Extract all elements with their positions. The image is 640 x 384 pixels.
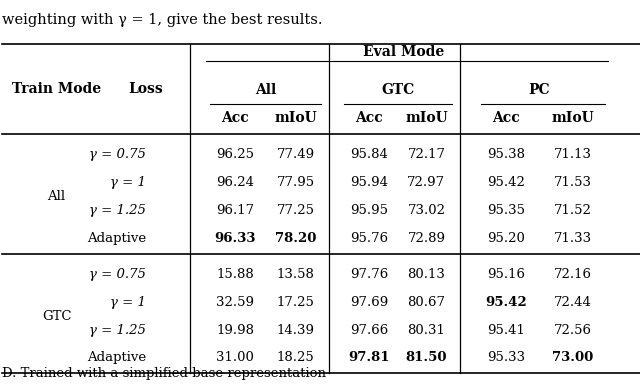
Text: 15.88: 15.88 xyxy=(216,268,254,281)
Text: 77.25: 77.25 xyxy=(276,204,315,217)
Text: 72.89: 72.89 xyxy=(408,232,445,245)
Text: D. Trained with a simplified base representation: D. Trained with a simplified base repres… xyxy=(3,367,326,380)
Text: Acc: Acc xyxy=(355,111,383,125)
Text: 72.97: 72.97 xyxy=(407,176,445,189)
Text: 96.24: 96.24 xyxy=(216,176,254,189)
Text: 17.25: 17.25 xyxy=(276,296,315,309)
Text: 95.38: 95.38 xyxy=(487,148,525,161)
Text: 96.25: 96.25 xyxy=(216,148,254,161)
Text: γ = 1: γ = 1 xyxy=(110,296,146,309)
Text: Adaptive: Adaptive xyxy=(87,232,146,245)
Text: 95.42: 95.42 xyxy=(485,296,527,309)
Text: mIoU: mIoU xyxy=(275,111,317,125)
Text: Acc: Acc xyxy=(221,111,249,125)
Text: 18.25: 18.25 xyxy=(277,351,315,364)
Text: weighting with γ = 1, give the best results.: weighting with γ = 1, give the best resu… xyxy=(3,13,323,27)
Text: Train Mode: Train Mode xyxy=(12,82,101,96)
Text: 72.56: 72.56 xyxy=(554,324,592,337)
Text: Eval Mode: Eval Mode xyxy=(364,45,445,59)
Text: 72.17: 72.17 xyxy=(408,148,445,161)
Text: γ = 1.25: γ = 1.25 xyxy=(89,324,146,337)
Text: 71.53: 71.53 xyxy=(554,176,592,189)
Text: 97.76: 97.76 xyxy=(350,268,388,281)
Text: 73.00: 73.00 xyxy=(552,351,594,364)
Text: 95.42: 95.42 xyxy=(487,176,525,189)
Text: γ = 0.75: γ = 0.75 xyxy=(89,148,146,161)
Text: 95.33: 95.33 xyxy=(487,351,525,364)
Text: Loss: Loss xyxy=(129,82,163,96)
Text: 97.81: 97.81 xyxy=(348,351,390,364)
Text: All: All xyxy=(255,83,276,97)
Text: 97.66: 97.66 xyxy=(350,324,388,337)
Text: All: All xyxy=(47,190,66,203)
Text: γ = 0.75: γ = 0.75 xyxy=(89,268,146,281)
Text: 97.69: 97.69 xyxy=(350,296,388,309)
Text: 72.44: 72.44 xyxy=(554,296,592,309)
Text: 71.33: 71.33 xyxy=(554,232,592,245)
Text: 95.16: 95.16 xyxy=(487,268,525,281)
Text: 95.76: 95.76 xyxy=(350,232,388,245)
Text: 95.94: 95.94 xyxy=(350,176,388,189)
Text: γ = 1.25: γ = 1.25 xyxy=(89,204,146,217)
Text: 80.13: 80.13 xyxy=(408,268,445,281)
Text: 72.16: 72.16 xyxy=(554,268,592,281)
Text: GTC: GTC xyxy=(42,310,71,323)
Text: 73.02: 73.02 xyxy=(408,204,445,217)
Text: 19.98: 19.98 xyxy=(216,324,254,337)
Text: 95.84: 95.84 xyxy=(350,148,388,161)
Text: 80.31: 80.31 xyxy=(408,324,445,337)
Text: Acc: Acc xyxy=(492,111,520,125)
Text: mIoU: mIoU xyxy=(552,111,595,125)
Text: γ = 1: γ = 1 xyxy=(110,176,146,189)
Text: 31.00: 31.00 xyxy=(216,351,254,364)
Text: 95.35: 95.35 xyxy=(487,204,525,217)
Text: 77.49: 77.49 xyxy=(276,148,315,161)
Text: 96.33: 96.33 xyxy=(214,232,256,245)
Text: 32.59: 32.59 xyxy=(216,296,254,309)
Text: 81.50: 81.50 xyxy=(406,351,447,364)
Text: 95.41: 95.41 xyxy=(487,324,525,337)
Text: 80.67: 80.67 xyxy=(408,296,445,309)
Text: 96.17: 96.17 xyxy=(216,204,254,217)
Text: 95.20: 95.20 xyxy=(487,232,525,245)
Text: 14.39: 14.39 xyxy=(276,324,315,337)
Text: PC: PC xyxy=(529,83,550,97)
Text: Adaptive: Adaptive xyxy=(87,351,146,364)
Text: mIoU: mIoU xyxy=(405,111,448,125)
Text: 77.95: 77.95 xyxy=(276,176,315,189)
Text: 95.95: 95.95 xyxy=(350,204,388,217)
Text: 13.58: 13.58 xyxy=(276,268,315,281)
Text: 71.52: 71.52 xyxy=(554,204,592,217)
Text: 71.13: 71.13 xyxy=(554,148,592,161)
Text: GTC: GTC xyxy=(381,83,414,97)
Text: 78.20: 78.20 xyxy=(275,232,316,245)
